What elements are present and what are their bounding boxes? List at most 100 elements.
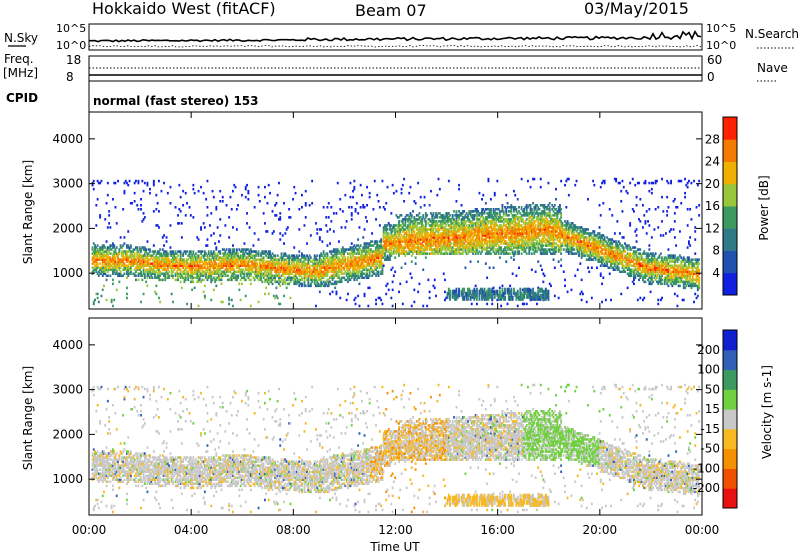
- scatter-cell: [99, 254, 102, 257]
- scatter-cell: [257, 278, 260, 282]
- scatter-cell: [249, 304, 252, 308]
- scatter-cell: [469, 222, 472, 225]
- scatter-cell: [404, 222, 407, 225]
- scatter-cell: [182, 266, 185, 270]
- scatter-cell: [302, 262, 305, 265]
- scatter-cell: [129, 256, 132, 259]
- scatter-cell: [226, 270, 229, 274]
- scatter-cell: [451, 232, 454, 235]
- scatter-cell: [269, 250, 271, 253]
- scatter-cell: [99, 262, 102, 265]
- scatter-cell: [283, 272, 285, 276]
- scatter-cell: [467, 216, 469, 219]
- scatter-cell: [232, 272, 234, 276]
- scatter-cell: [469, 214, 472, 217]
- scatter-cell: [370, 240, 372, 243]
- freq-unit: [MHz]: [3, 66, 38, 80]
- scatter-cell: [433, 238, 436, 241]
- scatter-cell: [286, 266, 289, 270]
- scatter-cell: [303, 262, 306, 265]
- scatter-cell: [154, 250, 156, 253]
- scatter-cell: [418, 230, 421, 233]
- scatter-cell: [220, 282, 223, 286]
- scatter-cell: [133, 268, 136, 272]
- scatter-cell: [474, 214, 477, 217]
- scatter-cell: [474, 224, 477, 227]
- scatter-cell: [460, 248, 463, 251]
- scatter-cell: [427, 278, 430, 282]
- scatter-cell: [228, 252, 231, 255]
- scatter-cell: [261, 268, 264, 272]
- scatter-cell: [214, 272, 217, 276]
- scatter-cell: [237, 204, 239, 207]
- scatter-cell: [392, 240, 395, 243]
- scatter-cell: [442, 244, 445, 247]
- scatter-cell: [357, 260, 360, 263]
- scatter-cell: [400, 187, 403, 191]
- scatter-cell: [459, 224, 462, 227]
- scatter-cell: [339, 258, 342, 261]
- scatter-cell: [294, 274, 297, 278]
- scatter-cell: [358, 226, 361, 229]
- scatter-cell: [172, 300, 174, 304]
- scatter-cell: [225, 258, 228, 261]
- scatter-cell: [352, 246, 354, 249]
- scatter-cell: [252, 244, 255, 247]
- scatter-cell: [440, 238, 443, 241]
- scatter-cell: [163, 260, 165, 263]
- scatter-cell: [504, 240, 506, 243]
- scatter-cell: [126, 268, 128, 272]
- scatter-cell: [220, 276, 223, 280]
- scatter-cell: [467, 232, 469, 235]
- scatter-cell: [265, 260, 268, 263]
- scatter-cell: [373, 252, 376, 255]
- scatter-cell: [401, 250, 404, 253]
- scatter-cell: [128, 268, 131, 272]
- scatter-cell: [414, 234, 417, 237]
- scatter-cell: [422, 228, 425, 231]
- scatter-cell: [381, 256, 384, 259]
- scatter-cell: [94, 248, 96, 251]
- scatter-cell: [335, 264, 338, 268]
- scatter-cell: [283, 266, 285, 270]
- scatter-cell: [436, 216, 439, 219]
- scatter-cell: [493, 252, 496, 255]
- scatter-cell: [446, 216, 449, 219]
- scatter-cell: [498, 214, 501, 217]
- scatter-cell: [96, 258, 99, 261]
- scatter-cell: [177, 268, 179, 272]
- scatter-cell: [174, 260, 177, 263]
- scatter-cell: [175, 264, 178, 268]
- scatter-cell: [264, 268, 266, 272]
- scatter-cell: [146, 252, 149, 255]
- scatter-cell: [136, 268, 139, 272]
- scatter-cell: [487, 252, 490, 255]
- scatter-cell: [414, 246, 417, 249]
- scatter-cell: [317, 282, 320, 286]
- scatter-cell: [147, 258, 150, 261]
- scatter-cell: [473, 244, 476, 247]
- scatter-cell: [318, 260, 321, 263]
- scatter-cell: [490, 210, 492, 213]
- scatter-cell: [414, 222, 417, 225]
- scatter-cell: [127, 260, 130, 263]
- scatter-cell: [442, 234, 445, 237]
- scatter-cell: [399, 236, 402, 239]
- scatter-cell: [431, 224, 434, 227]
- scatter-cell: [169, 264, 172, 268]
- scatter-cell: [361, 272, 363, 276]
- scatter-cell: [197, 264, 200, 268]
- scatter-cell: [164, 250, 167, 253]
- scatter-cell: [400, 238, 403, 241]
- scatter-cell: [476, 236, 478, 239]
- scatter-cell: [363, 266, 366, 270]
- scatter-cell: [432, 238, 435, 241]
- scatter-cell: [521, 218, 524, 221]
- scatter-cell: [108, 260, 111, 263]
- scatter-cell: [201, 272, 204, 276]
- scatter-cell: [232, 266, 234, 270]
- scatter-cell: [385, 226, 388, 229]
- scatter-cell: [442, 216, 445, 219]
- scatter-cell: [375, 298, 377, 302]
- scatter-cell: [293, 262, 296, 265]
